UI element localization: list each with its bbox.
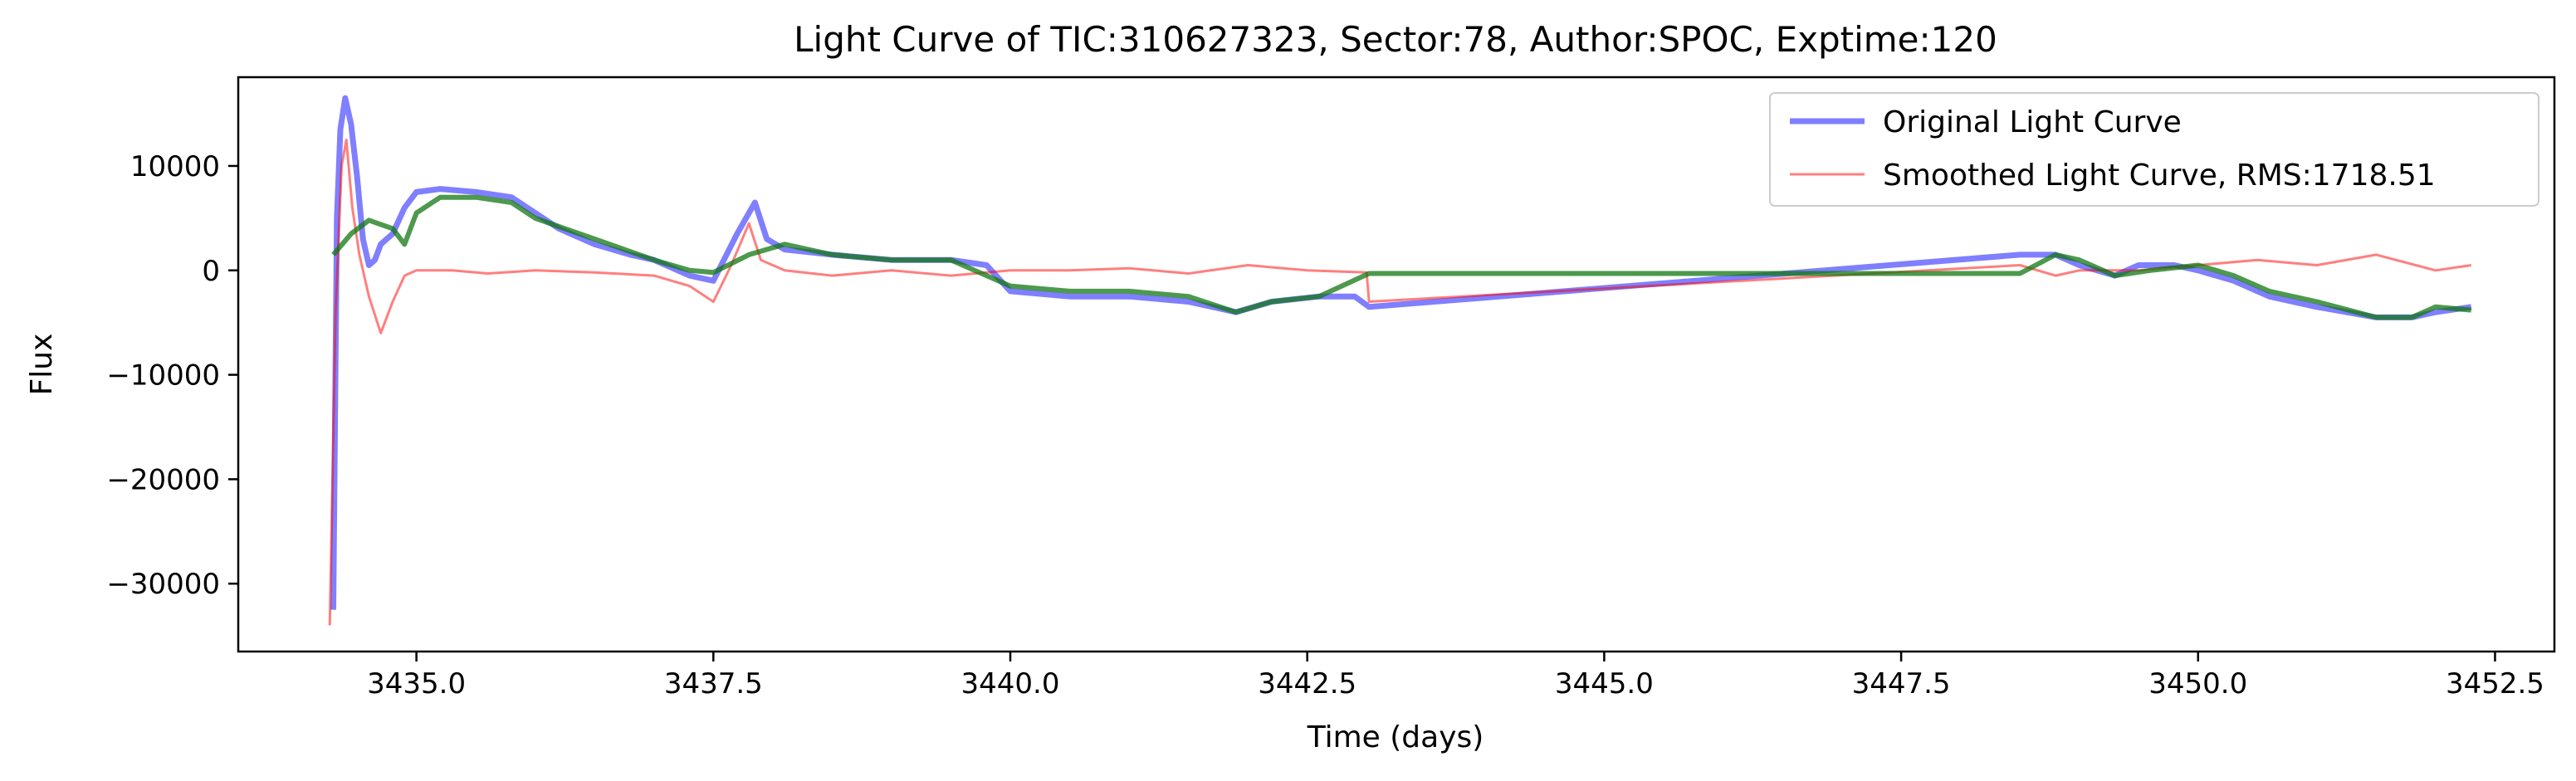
x-tick-label: 3450.0 — [2148, 667, 2247, 700]
y-tick-label: −20000 — [106, 463, 220, 496]
series-smoothed-line — [328, 139, 2472, 626]
x-tick-label: 3440.0 — [961, 667, 1060, 700]
series-original-line — [330, 95, 2472, 610]
x-axis-label: Time (days) — [1307, 720, 1484, 754]
chart-title: Light Curve of TIC:310627323, Sector:78,… — [794, 19, 1997, 60]
series-layer — [328, 95, 2472, 626]
series-trend-line — [331, 194, 2472, 320]
y-tick-label: −10000 — [106, 359, 220, 393]
x-axis-ticks: 3435.0 3437.5 3440.0 3442.5 3445.0 3447.5 3450… — [367, 652, 2544, 700]
legend-box — [1769, 92, 2539, 207]
x-tick-label: 3452.5 — [2446, 667, 2544, 700]
x-tick-label: 3447.5 — [1852, 667, 1951, 700]
x-tick-label: 3442.5 — [1258, 667, 1356, 700]
plot-frame — [237, 76, 2556, 653]
y-axis-label: Flux — [25, 334, 59, 396]
x-tick-label: 3437.5 — [664, 667, 763, 700]
y-tick-label: −30000 — [106, 568, 220, 601]
y-tick-label: 10000 — [130, 150, 220, 183]
x-tick-label: 3435.0 — [367, 667, 466, 700]
y-tick-label: 0 — [202, 255, 220, 288]
y-axis-ticks: 10000 0 −10000 −20000 −30000 — [106, 150, 238, 601]
legend-label-smoothed: Smoothed Light Curve, RMS:1718.51 — [1883, 159, 2436, 193]
legend-label-original: Original Light Curve — [1883, 105, 2182, 139]
legend: Original Light Curve Smoothed Light Curv… — [1769, 92, 2539, 207]
x-tick-label: 3445.0 — [1555, 667, 1654, 700]
